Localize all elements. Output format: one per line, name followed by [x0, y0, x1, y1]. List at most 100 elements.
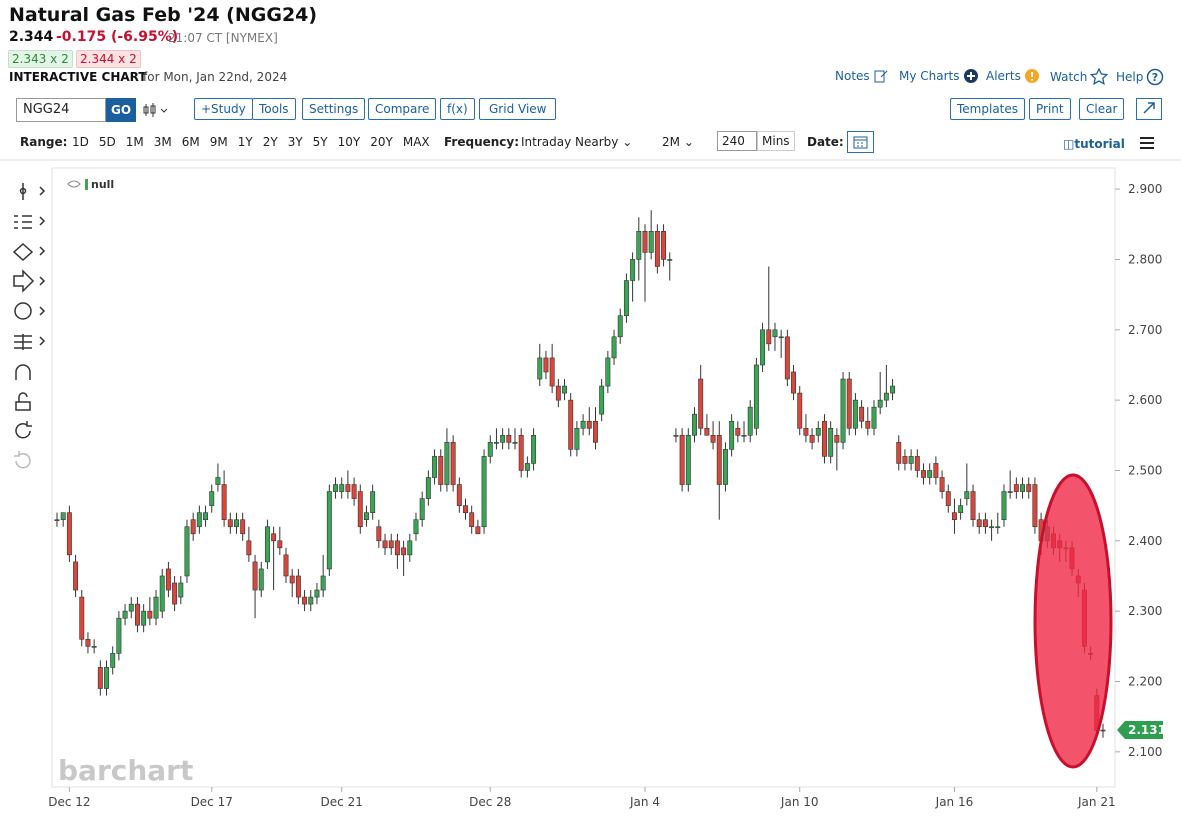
y-tick-label: 2.200: [1128, 674, 1162, 688]
candle-body: [308, 596, 314, 605]
candle-body: [512, 442, 518, 444]
link-text[interactable]: Notes: [835, 69, 870, 83]
candle-body: [370, 491, 376, 513]
candle-body: [933, 463, 939, 478]
candle-body: [481, 456, 487, 528]
interval-input[interactable]: 240: [717, 131, 757, 151]
range-option[interactable]: MAX: [402, 135, 430, 149]
study-button[interactable]: +Study: [194, 98, 253, 120]
candle-body: [648, 231, 654, 253]
go-button[interactable]: GO: [106, 98, 136, 122]
candle-body: [840, 378, 846, 443]
candle-body: [667, 259, 673, 261]
frequency-select[interactable]: Intraday Nearby ⌄: [521, 135, 633, 149]
date-picker[interactable]: [847, 131, 874, 153]
x-tick-label: Dec 17: [191, 795, 233, 809]
range-option[interactable]: 1Y: [237, 135, 253, 149]
candle-body: [364, 512, 369, 521]
candle-body: [568, 399, 574, 450]
svg-text:?: ?: [1152, 71, 1158, 84]
mycharts-link[interactable]: My Charts: [899, 68, 979, 84]
link-text[interactable]: Help: [1116, 70, 1144, 84]
candle-body: [122, 610, 128, 619]
candle-body: [469, 512, 475, 528]
candle-body: [958, 505, 964, 513]
range-option[interactable]: 3Y: [287, 135, 303, 149]
range-option[interactable]: 5Y: [312, 135, 328, 149]
candle-body: [128, 603, 134, 612]
candle-body: [555, 385, 561, 401]
print-button[interactable]: Print: [1029, 98, 1071, 120]
candle-body: [914, 456, 920, 471]
range-option[interactable]: 6M: [181, 135, 200, 149]
candle-body: [209, 491, 215, 506]
candle-body: [73, 561, 79, 591]
candle-body: [215, 477, 221, 485]
link-text[interactable]: Alerts: [986, 69, 1021, 83]
menu-button[interactable]: [1139, 136, 1155, 150]
link-text[interactable]: Watch: [1050, 70, 1088, 84]
gridview-button[interactable]: Grid View: [479, 98, 557, 120]
candle-body: [91, 646, 97, 648]
y-tick-label: 2.400: [1128, 534, 1162, 548]
candle-body: [178, 582, 184, 598]
drawing-tools: [12, 183, 46, 469]
link-text[interactable]: My Charts: [899, 69, 960, 83]
range-option[interactable]: 10Y: [337, 135, 361, 149]
watch-link[interactable]: Watch: [1050, 68, 1109, 86]
candle-body: [642, 231, 648, 253]
x-tick-label: Dec 21: [321, 795, 363, 809]
candle-body: [463, 505, 468, 513]
candle-body: [865, 420, 871, 429]
x-tick-label: Jan 16: [935, 795, 974, 809]
legend-eye[interactable]: [67, 180, 81, 188]
candle-body: [599, 385, 605, 415]
candle-body: [605, 357, 611, 387]
candle-body: [611, 336, 617, 359]
expand-button[interactable]: [1136, 98, 1162, 120]
bid: 2.343 x 2: [8, 50, 73, 68]
fx-button[interactable]: f(x): [440, 98, 475, 120]
candle-body: [432, 456, 438, 478]
help-link[interactable]: Help?: [1116, 68, 1164, 86]
candle-body: [1013, 484, 1019, 492]
templates-button[interactable]: Templates: [950, 98, 1026, 120]
notes-link[interactable]: Notes: [835, 68, 889, 84]
chart-type-menu[interactable]: [142, 101, 174, 119]
range-option[interactable]: 20Y: [370, 135, 393, 149]
candle-body: [97, 667, 103, 689]
range-option[interactable]: 1M: [125, 135, 144, 149]
candle-body: [518, 434, 524, 471]
candle-body: [791, 371, 796, 394]
candle-body: [710, 434, 716, 443]
x-tick-label: Jan 21: [1077, 795, 1116, 809]
candle-body: [908, 456, 914, 464]
candle-body: [141, 610, 147, 626]
tutorial-link[interactable]: ◫tutorial: [1063, 137, 1125, 151]
candle-body: [487, 442, 493, 457]
clear-button[interactable]: Clear: [1079, 98, 1125, 120]
tutorial-text[interactable]: tutorial: [1074, 137, 1125, 151]
period-value[interactable]: 2M: [662, 135, 680, 149]
candle-body: [939, 477, 945, 492]
settings-button[interactable]: Settings: [302, 98, 366, 120]
range-option[interactable]: 2Y: [262, 135, 278, 149]
frequency-value[interactable]: Intraday Nearby: [521, 135, 619, 149]
alerts-link[interactable]: Alerts: [986, 68, 1040, 84]
period-select[interactable]: 2M ⌄: [662, 135, 694, 149]
compare-button[interactable]: Compare: [368, 98, 437, 120]
range-option[interactable]: 1D: [72, 135, 89, 149]
highlight-ellipse: [1033, 473, 1113, 769]
candle-body: [883, 392, 889, 401]
candle-body: [630, 259, 636, 281]
range-option[interactable]: 5D: [98, 135, 116, 149]
range-option[interactable]: 3M: [153, 135, 172, 149]
icon: [874, 70, 888, 83]
symbol-input[interactable]: NGG24: [16, 98, 106, 122]
range-option[interactable]: 9M: [209, 135, 228, 149]
candle-body: [85, 638, 91, 647]
tools-button[interactable]: Tools: [252, 98, 296, 120]
price-change: -0.175 (-6.95%): [56, 29, 179, 45]
candle-body: [766, 329, 772, 345]
